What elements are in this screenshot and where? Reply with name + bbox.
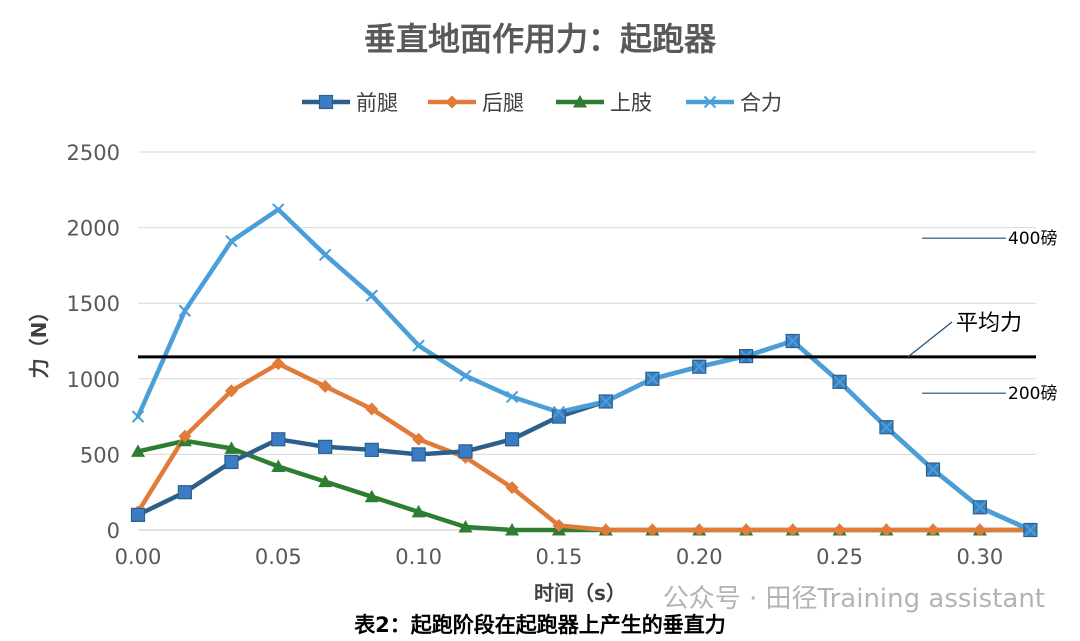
data-point-triangle bbox=[364, 489, 379, 503]
series-line-1 bbox=[135, 361, 1033, 533]
data-point-square bbox=[318, 439, 333, 454]
data-point-triangle bbox=[224, 441, 239, 454]
data-point-diamond bbox=[739, 523, 753, 537]
x-tick-label: 0.30 bbox=[956, 545, 1003, 569]
data-point-square bbox=[458, 444, 473, 459]
data-point-triangle bbox=[318, 474, 333, 488]
data-point-diamond bbox=[973, 523, 987, 537]
data-point-square bbox=[177, 485, 192, 500]
grid bbox=[138, 151, 1036, 455]
data-point-diamond bbox=[552, 518, 566, 532]
data-point-diamond bbox=[645, 523, 659, 537]
x-tick-label: 0.15 bbox=[536, 545, 583, 569]
data-point-square bbox=[551, 409, 567, 424]
data-point-square bbox=[224, 454, 239, 470]
legend: 前腿 后腿 上肢 合力 bbox=[302, 91, 782, 115]
data-point-square bbox=[411, 447, 426, 462]
data-point-x bbox=[880, 420, 893, 434]
data-point-x bbox=[505, 390, 519, 404]
data-point-x bbox=[552, 405, 566, 419]
data-point-x bbox=[412, 339, 425, 352]
data-point-x bbox=[459, 369, 472, 382]
watermark: 公众号 · 田径Training assistant bbox=[663, 584, 1045, 614]
chart-title: 垂直地面作用力：起跑器 bbox=[364, 20, 717, 58]
data-point-diamond bbox=[833, 523, 847, 537]
data-point-x bbox=[833, 375, 846, 389]
legend-swatch-marker bbox=[703, 95, 717, 109]
x-tick-label: 0.05 bbox=[255, 545, 302, 569]
legend-swatch-marker bbox=[573, 95, 587, 108]
data-point-diamond bbox=[271, 357, 285, 371]
y-tick-label: 0 bbox=[107, 519, 120, 543]
data-point-triangle bbox=[271, 459, 286, 472]
data-point-x bbox=[318, 248, 332, 262]
data-point-triangle bbox=[505, 523, 520, 536]
data-point-diamond bbox=[879, 523, 893, 537]
average-force-leader bbox=[907, 321, 953, 358]
data-point-x bbox=[1024, 523, 1037, 537]
data-point-diamond bbox=[318, 379, 332, 393]
data-point-triangle bbox=[458, 519, 473, 533]
annotation-label: 400磅 bbox=[1008, 229, 1057, 249]
average-force-label: 平均力 bbox=[956, 311, 1022, 336]
data-point-square bbox=[504, 432, 520, 447]
data-point-x bbox=[272, 203, 285, 216]
data-point-x bbox=[973, 501, 987, 514]
data-point-diamond bbox=[505, 481, 519, 495]
data-point-square bbox=[271, 432, 286, 447]
y-tick-label: 1500 bbox=[67, 292, 120, 316]
data-point-triangle bbox=[131, 444, 145, 457]
legend-label: 上肢 bbox=[610, 91, 652, 115]
x-tick-label: 0.10 bbox=[395, 545, 442, 569]
annotation-label: 200磅 bbox=[1008, 384, 1057, 404]
data-point-x bbox=[646, 372, 659, 386]
data-point-x bbox=[365, 289, 378, 302]
data-point-x bbox=[131, 410, 145, 423]
series-markers bbox=[130, 203, 1038, 538]
series-line-3 bbox=[135, 207, 1033, 533]
series-lines bbox=[135, 207, 1033, 533]
y-axis-title: 力（N） bbox=[27, 302, 51, 379]
data-point-x bbox=[599, 395, 613, 408]
data-point-x bbox=[786, 334, 799, 348]
data-point-diamond bbox=[178, 429, 192, 443]
legend-label: 前腿 bbox=[356, 91, 398, 115]
y-axis-ticks: 0 500 1000 1500 2000 2500 bbox=[67, 141, 120, 543]
y-tick-label: 1000 bbox=[67, 368, 120, 392]
data-point-square bbox=[130, 507, 146, 522]
data-point-x bbox=[926, 463, 940, 476]
data-point-diamond bbox=[365, 402, 379, 416]
legend-label: 后腿 bbox=[482, 91, 524, 115]
x-tick-label: 0.00 bbox=[115, 545, 162, 569]
data-point-diamond bbox=[412, 432, 426, 446]
data-point-diamond bbox=[926, 523, 940, 537]
data-point-diamond bbox=[786, 523, 800, 537]
data-point-diamond bbox=[599, 523, 613, 537]
y-tick-label: 500 bbox=[80, 443, 120, 467]
data-point-x bbox=[225, 235, 238, 248]
data-point-square bbox=[364, 442, 379, 457]
annotations: 400磅 200磅 bbox=[922, 229, 1057, 404]
x-tick-label: 0.20 bbox=[676, 545, 723, 569]
legend-swatch-marker bbox=[445, 95, 459, 109]
data-point-diamond bbox=[224, 384, 238, 398]
legend-label: 合力 bbox=[740, 91, 782, 115]
data-point-diamond bbox=[692, 523, 706, 537]
x-tick-label: 0.25 bbox=[816, 545, 863, 569]
data-point-triangle bbox=[411, 504, 426, 518]
data-point-x bbox=[178, 304, 192, 317]
reference-line-group: 平均力 bbox=[138, 311, 1036, 359]
x-axis-ticks: 0.00 0.05 0.10 0.15 0.20 0.25 0.30 bbox=[115, 545, 1004, 569]
y-tick-label: 2000 bbox=[67, 217, 120, 241]
x-axis-title: 时间（s） bbox=[534, 581, 626, 605]
y-tick-label: 2500 bbox=[67, 141, 120, 165]
data-point-x bbox=[693, 360, 706, 373]
figure-caption: 表2：起跑阶段在起跑器上产生的垂直力 bbox=[354, 613, 726, 637]
legend-swatch-marker bbox=[318, 94, 334, 110]
